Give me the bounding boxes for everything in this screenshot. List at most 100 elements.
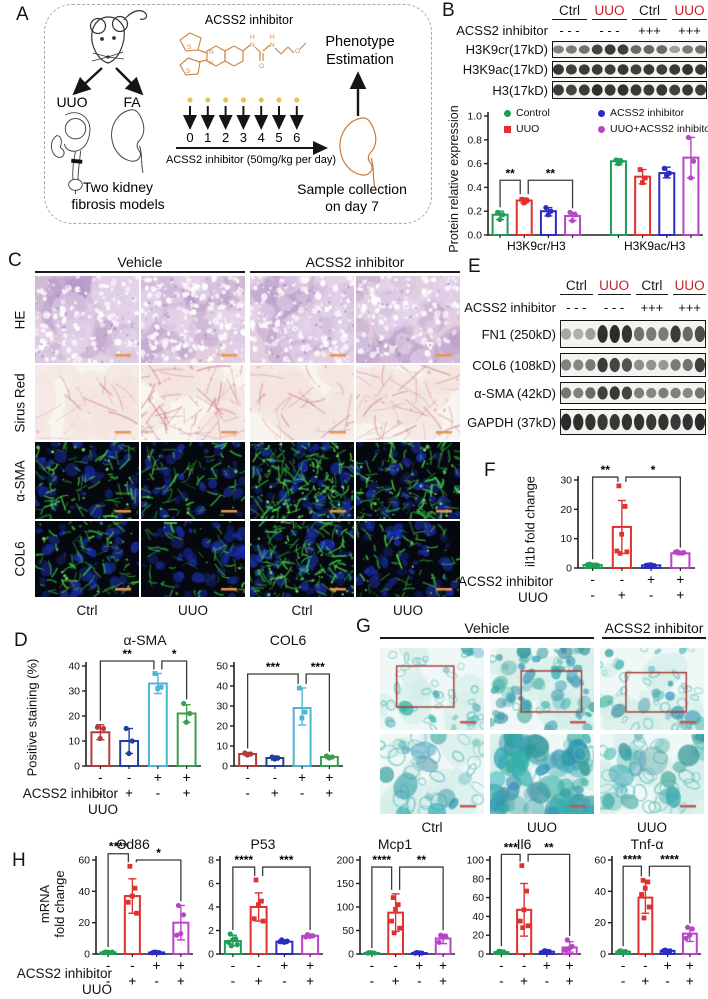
stain-row-label: COL6 <box>12 541 28 577</box>
panel-d-y-axis-label: Positive staining (%) <box>24 658 40 777</box>
treatment-sign: - <box>231 974 236 989</box>
acss2-inhibitor-structure-icon: S S N N N H O N H O <box>179 32 307 76</box>
legend-item: ACSS2 inhibitor <box>598 107 708 119</box>
panel-e: E Ctrl UUO Ctrl UUO ACSS2 inhibitor - - -- - … <box>460 254 708 454</box>
svg-text:40: 40 <box>594 886 606 898</box>
treatment-sign: + <box>183 786 191 801</box>
blot-band-strip <box>552 61 707 78</box>
lane-group-header: Ctrl <box>560 278 593 295</box>
svg-text:0: 0 <box>74 761 80 773</box>
circle-marker-icon <box>598 125 605 133</box>
legend-label: Control <box>516 107 550 119</box>
treatment-sign: + <box>520 974 528 989</box>
treatment-sign: + <box>177 974 185 989</box>
histology-image <box>356 521 460 597</box>
treatment-value: +++ <box>678 23 701 38</box>
condition-label: UUO <box>527 820 557 835</box>
asma-chart-title: α-SMA <box>123 632 167 648</box>
square-marker-icon <box>504 125 511 133</box>
histology-image <box>35 276 139 363</box>
treatment-sign: - <box>154 974 159 989</box>
treatment-value: +++ <box>678 300 702 315</box>
x-group-label: H3K9ac/H3 <box>624 239 686 253</box>
acss2-group-header: ACSS2 inhibitor <box>250 254 460 273</box>
svg-text:150: 150 <box>336 878 354 890</box>
models-caption-1: Two kidney <box>83 179 153 195</box>
ylabel-line1: mRNA <box>37 884 52 924</box>
svg-text:60: 60 <box>594 855 606 867</box>
timeline-day: 3 <box>240 130 247 145</box>
uuo-row-label: UUO <box>82 982 112 997</box>
treatment-sign: + <box>647 572 655 587</box>
legend-label: UUO+ACSS2 inhibitor <box>610 123 708 135</box>
significance-label: ** <box>601 463 611 477</box>
lane-group-header: Ctrl <box>632 3 667 20</box>
treatment-sign: + <box>676 572 684 587</box>
blot-band-strip <box>560 382 706 404</box>
treatment-sign: + <box>153 958 161 973</box>
treatment-sign: - <box>522 958 527 973</box>
treatment-sign: - <box>499 958 504 973</box>
dose-caption: ACSS2 inhibitor (50mg/kg per day) <box>166 154 336 166</box>
condition-label: Ctrl <box>291 603 313 618</box>
circle-marker-icon <box>504 109 511 117</box>
svg-text:20: 20 <box>216 721 228 733</box>
atom-n2: N <box>209 60 214 67</box>
histology-image <box>141 521 245 597</box>
svg-text:100: 100 <box>466 855 484 867</box>
treatment-sign: + <box>280 958 288 973</box>
treatment-sign: - <box>590 572 595 587</box>
ylabel-line2: fold change <box>52 870 67 938</box>
fa-model-label: FA <box>123 94 141 110</box>
svg-text:40: 40 <box>472 911 484 923</box>
lane-group-header: Ctrl <box>552 3 587 20</box>
condition-label: UUO <box>393 603 423 618</box>
svg-text:100: 100 <box>336 902 354 914</box>
svg-text:0.2: 0.2 <box>467 206 482 218</box>
svg-text:2: 2 <box>208 925 214 937</box>
svg-text:0: 0 <box>84 949 90 961</box>
legend-label: ACSS2 inhibitor <box>610 107 685 119</box>
acss2-group-header: ACSS2 inhibitor <box>602 620 706 639</box>
treatment-sign: - <box>106 974 111 989</box>
svg-text:10: 10 <box>560 533 572 545</box>
treatment-sign: + <box>415 958 423 973</box>
treatment-sign: - <box>620 572 625 587</box>
svg-text:200: 200 <box>336 855 354 867</box>
treatment-sign: - <box>499 974 504 989</box>
treatment-sign: + <box>566 958 574 973</box>
blot-bands <box>560 409 706 435</box>
circle-marker-icon <box>598 109 605 117</box>
treatment-sign: + <box>325 786 333 801</box>
svg-text:10: 10 <box>216 741 228 753</box>
treatment-sign: + <box>543 958 551 973</box>
panel-b-western-blot: Ctrl UUO Ctrl UUO ACSS2 inhibitor - - - - - - +… <box>420 3 707 99</box>
svg-text:0: 0 <box>478 949 484 961</box>
panel-h-y-axis-label: mRNA fold change <box>37 849 67 959</box>
treatment-row-label: ACSS2 inhibitor <box>464 300 556 315</box>
blot-band-label: COL6 (108kD) <box>472 357 556 373</box>
atom-nh1: N <box>250 42 255 49</box>
blot-band-label: H3(17kD) <box>492 82 548 98</box>
betagal-image <box>380 648 484 730</box>
lane-group-headers: Ctrl UUO Ctrl UUO <box>560 278 706 295</box>
lane-group-headers: Ctrl UUO Ctrl UUO <box>552 3 707 20</box>
timeline-day: 4 <box>258 130 265 145</box>
histology-image <box>35 365 139 440</box>
histology-image <box>250 365 354 440</box>
tnfa-title: Tnf-α <box>630 836 664 852</box>
betagal-inset-image <box>600 734 704 814</box>
treatment-sign: + <box>325 770 333 785</box>
condition-label: Ctrl <box>76 603 98 618</box>
x-group-label: H3K9cr/H3 <box>507 239 566 253</box>
treatment-sign: - <box>643 958 648 973</box>
betagal-image <box>600 648 704 730</box>
timeline-day: 1 <box>204 130 211 145</box>
svg-text:8: 8 <box>208 855 214 867</box>
treatment-sign: - <box>370 974 375 989</box>
treatment-sign: - <box>156 786 161 801</box>
significance-label: *** <box>266 660 280 674</box>
